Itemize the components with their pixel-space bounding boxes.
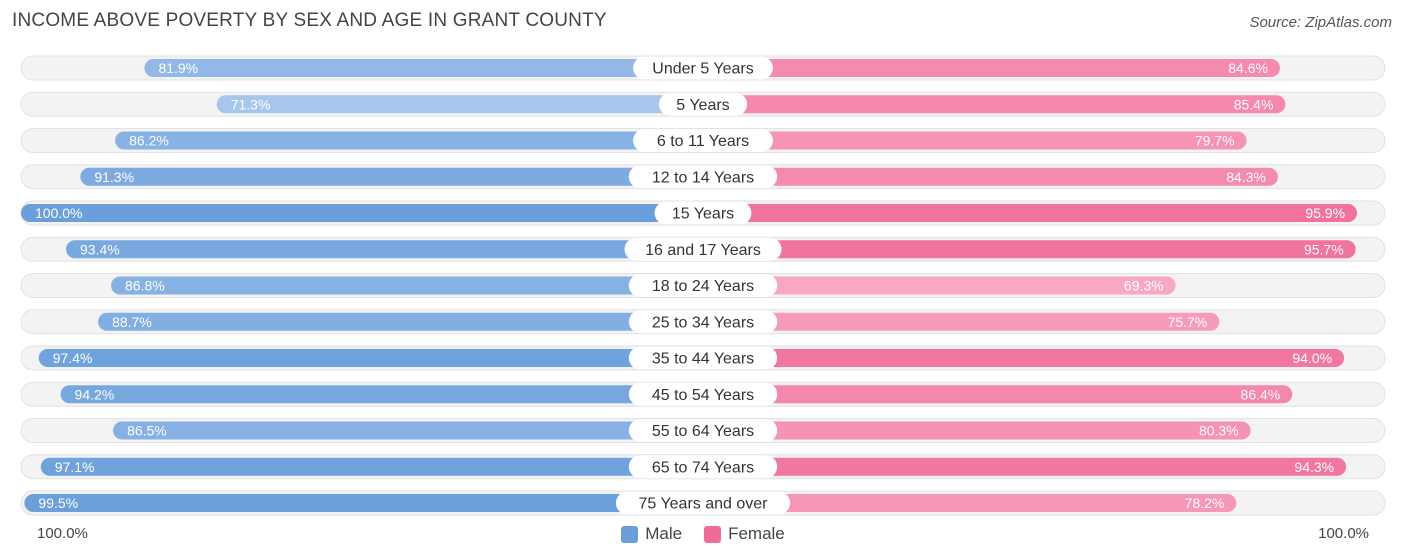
category-label: 75 Years and over [639, 496, 769, 513]
female-value-label: 79.7% [1195, 133, 1235, 149]
female-value-label: 78.2% [1185, 495, 1225, 511]
category-label: 16 and 17 Years [645, 242, 761, 259]
category-label: 6 to 11 Years [657, 133, 749, 150]
female-bar [703, 421, 1251, 440]
male-value-label: 97.1% [55, 459, 95, 475]
female-bar [703, 349, 1345, 367]
female-value-label: 69.3% [1124, 278, 1164, 294]
male-bar [216, 95, 703, 114]
male-bar [80, 167, 704, 186]
category-label: 12 to 14 Years [652, 169, 754, 186]
male-value-label: 91.3% [94, 169, 134, 185]
category-label: 55 to 64 Years [652, 423, 754, 440]
female-value-label: 94.0% [1292, 350, 1332, 366]
female-value-label: 84.6% [1228, 60, 1268, 76]
legend-label-female: Female [728, 524, 785, 543]
female-value-label: 95.7% [1304, 241, 1344, 257]
male-bar [24, 494, 704, 512]
female-value-label: 85.4% [1234, 96, 1274, 112]
category-pill [628, 310, 778, 334]
category-pill [654, 201, 752, 225]
category-label: 35 to 44 Years [652, 351, 754, 368]
male-bar [144, 59, 703, 77]
category-pill [628, 165, 778, 189]
male-value-label: 99.5% [38, 495, 78, 511]
male-value-label: 86.8% [125, 278, 165, 294]
female-bar [703, 95, 1286, 114]
male-bar [66, 240, 703, 259]
female-value-label: 95.9% [1305, 205, 1345, 221]
category-label: 25 to 34 Years [652, 314, 754, 331]
male-value-label: 86.5% [127, 423, 167, 439]
male-bar [60, 385, 703, 404]
female-value-label: 84.3% [1226, 169, 1266, 185]
female-bar [703, 457, 1347, 476]
male-bar [21, 204, 703, 222]
female-value-label: 94.3% [1294, 459, 1334, 475]
category-pill [658, 92, 748, 116]
female-bar [703, 240, 1356, 259]
female-bar [703, 131, 1247, 150]
female-bar [703, 276, 1176, 295]
legend-label-male: Male [645, 524, 683, 543]
legend-swatch-female [704, 525, 722, 543]
category-label: 15 Years [672, 206, 734, 223]
female-value-label: 75.7% [1168, 314, 1208, 330]
chart-svg: 81.9% 84.6% Under 5 Years 71.3% 85.4% 5 Years… [20, 55, 1386, 516]
male-bar [38, 349, 704, 367]
female-value-label: 86.4% [1241, 386, 1281, 402]
category-label: 45 to 54 Years [652, 387, 754, 404]
female-bar [703, 204, 1358, 222]
male-bar [40, 457, 703, 476]
category-label: Under 5 Years [652, 61, 753, 78]
category-label: 65 to 74 Years [652, 459, 754, 476]
legend-item-male[interactable]: Male [621, 524, 682, 544]
female-value-label: 80.3% [1199, 423, 1239, 439]
male-value-label: 97.4% [53, 350, 93, 366]
male-value-label: 93.4% [80, 241, 120, 257]
legend-item-female[interactable]: Female [704, 524, 785, 544]
legend: Male Female [0, 524, 1406, 544]
source-credit: Source: ZipAtlas.com [1249, 14, 1392, 31]
male-bar [98, 312, 704, 331]
category-label: 5 Years [676, 97, 729, 114]
male-bar [111, 276, 704, 295]
male-value-label: 71.3% [231, 96, 271, 112]
male-value-label: 94.2% [75, 386, 115, 402]
axis-right-label: 100.0% [1318, 525, 1369, 542]
male-value-label: 86.2% [129, 133, 169, 149]
category-pill [633, 56, 773, 80]
female-bar [703, 494, 1237, 512]
female-bar [703, 59, 1280, 77]
female-bar [703, 385, 1293, 404]
legend-swatch-male [621, 525, 639, 543]
male-bar [113, 421, 703, 440]
female-bar [703, 312, 1220, 331]
male-value-label: 81.9% [158, 60, 198, 76]
category-pill [628, 274, 778, 297]
category-pill [633, 129, 773, 152]
chart-title: INCOME ABOVE POVERTY BY SEX AND AGE IN G… [12, 10, 607, 31]
category-pill [628, 382, 778, 406]
male-bar [115, 131, 704, 150]
female-bar [703, 167, 1278, 186]
category-pill [615, 491, 791, 515]
category-pill [628, 346, 778, 370]
category-pill [628, 419, 778, 442]
category-pill [628, 455, 778, 479]
male-value-label: 88.7% [112, 314, 152, 330]
category-pill [624, 237, 782, 261]
axis-left-label: 100.0% [37, 525, 88, 542]
category-label: 18 to 24 Years [652, 278, 754, 295]
male-value-label: 100.0% [35, 205, 82, 221]
